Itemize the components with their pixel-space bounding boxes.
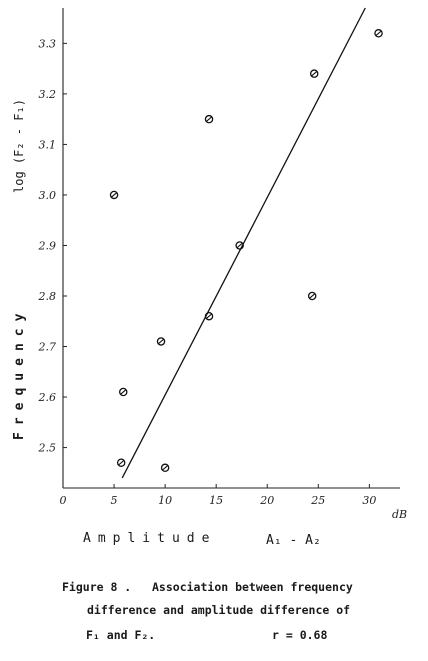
- y-axis-label-word: Frequency: [12, 307, 27, 440]
- y-ticks: 2.5 2.6 2.7 2.8 2.9 3.0 3.1 3.2 3.3: [38, 37, 67, 455]
- data-point: [109, 190, 119, 200]
- axes: [62, 8, 400, 489]
- data-point: [374, 29, 383, 38]
- x-tick-label: 10: [158, 494, 172, 507]
- y-tick-label: 2.7: [38, 341, 57, 354]
- data-point-slash: [120, 389, 127, 395]
- y-tick-label: 3.3: [39, 37, 57, 50]
- data-point-slash: [157, 338, 165, 345]
- data-point-slash: [205, 313, 213, 320]
- data-point-slash: [309, 293, 316, 299]
- x-tick-label: 15: [209, 494, 223, 507]
- data-point-circle: [160, 463, 170, 473]
- data-point-slash: [205, 116, 213, 122]
- data-point-circle: [374, 29, 383, 38]
- regression-line: [121, 7, 366, 479]
- data-point-circle: [235, 241, 244, 250]
- x-tick-label: 20: [259, 494, 274, 507]
- y-tick-label: 2.5: [38, 442, 57, 455]
- x-unit-label: dB: [392, 508, 407, 521]
- figure-caption-line-2: difference and amplitude difference of: [87, 603, 351, 617]
- y-axis-label-expr: log (F₂ - F₁): [12, 99, 26, 193]
- data-point-circle: [307, 291, 317, 301]
- data-point: [307, 291, 317, 301]
- x-axis-label-expr: A₁ - A₂: [266, 533, 321, 548]
- data-point-circle: [204, 311, 214, 321]
- x-axis-label-word: Amplitude: [83, 531, 216, 546]
- data-point: [235, 241, 244, 250]
- regression-line-group: [121, 7, 366, 479]
- data-point-circle: [119, 387, 128, 397]
- x-tick-label: 25: [310, 494, 325, 507]
- x-ticks: 0 5 10 15 20 25 30: [60, 484, 376, 507]
- y-tick-label: 2.9: [38, 239, 57, 252]
- y-tick-label: 2.8: [38, 290, 57, 303]
- data-point: [204, 311, 214, 321]
- data-point-slash: [375, 30, 382, 37]
- data-point-circle: [116, 458, 126, 467]
- data-point-slash: [311, 70, 318, 77]
- data-point: [204, 114, 214, 124]
- data-point-slash: [161, 464, 169, 471]
- figure-caption-line-1: Figure 8 . Association between frequency: [62, 580, 353, 594]
- data-point: [309, 69, 319, 78]
- data-point-circle: [309, 69, 319, 78]
- x-tick-label: 0: [60, 494, 67, 507]
- data-point: [156, 337, 166, 346]
- figure-caption-line-3: F₁ and F₂.: [86, 628, 156, 642]
- data-point: [116, 458, 126, 467]
- y-tick-label: 3.0: [39, 189, 57, 202]
- x-tick-label: 5: [111, 494, 118, 507]
- data-point-slash: [118, 459, 125, 466]
- data-point-circle: [204, 114, 214, 124]
- scatter-chart: 2.5 2.6 2.7 2.8 2.9 3.0 3.1 3.2 3.3 0 5 10 15 20 25 30…: [12, 7, 407, 548]
- data-points: [109, 29, 383, 473]
- y-tick-label: 2.6: [38, 391, 57, 404]
- data-point-slash: [110, 192, 118, 198]
- y-tick-label: 3.2: [39, 88, 57, 101]
- correlation-stat: r = 0.68: [272, 628, 328, 642]
- data-point-circle: [109, 190, 119, 200]
- data-point-circle: [156, 337, 166, 346]
- x-tick-label: 30: [362, 494, 376, 507]
- data-point: [119, 387, 128, 397]
- data-point-slash: [236, 242, 243, 249]
- data-point: [160, 463, 170, 473]
- y-tick-label: 3.1: [39, 138, 57, 151]
